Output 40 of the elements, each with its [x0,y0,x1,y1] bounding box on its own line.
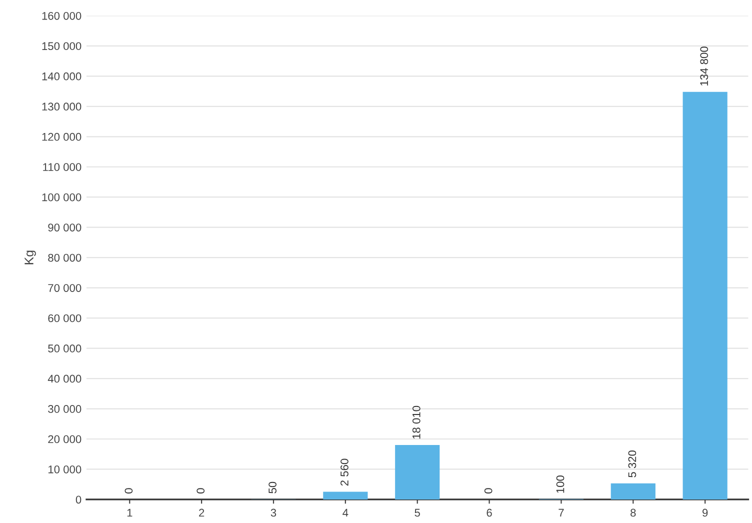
y-tick-label: 140 000 [42,72,82,80]
data-label: 100 [556,476,564,493]
data-label: 0 [196,488,205,494]
x-tick-label: 6 [486,508,492,517]
data-label: 0 [484,488,492,494]
x-tick-label: 2 [199,508,204,517]
y-tick-label: 160 000 [42,12,82,20]
x-tick-label: 8 [630,508,636,517]
y-tick-label: 110 000 [43,163,82,172]
y-tick-label: 40 000 [48,374,82,383]
data-label: 50 [268,482,276,494]
y-tick-label: 150 000 [42,42,82,50]
y-tick-label: 130 000 [42,102,82,111]
y-tick-label: 90 000 [48,224,82,232]
data-label: 0 [124,488,133,494]
y-tick-label: 120 000 [42,132,82,141]
y-tick-label: 70 000 [48,284,82,292]
y-tick-label: 20 000 [48,435,82,444]
y-tick-label: 30 000 [48,405,82,413]
y-axis-title: Kg [24,250,36,264]
x-tick-label: 9 [702,508,708,517]
bar [610,483,656,500]
y-tick-label: 80 000 [48,254,82,262]
data-label: 5 320 [628,450,636,478]
x-tick-label: 7 [558,508,564,517]
data-label: 2 560 [340,458,348,486]
x-tick-label: 3 [270,508,276,517]
bar [395,445,440,500]
y-tick-label: 0 [76,496,82,504]
y-tick-label: 100 000 [42,193,82,202]
data-label: 18 010 [412,406,420,439]
data-label: 134 800 [700,46,708,86]
x-tick-label: 4 [342,508,348,517]
x-tick-label: 1 [127,508,132,517]
y-tick-label: 10 000 [48,465,82,474]
bar [682,92,728,500]
y-tick-label: 60 000 [48,314,82,322]
x-tick-label: 5 [414,508,420,517]
bar [323,492,368,500]
y-tick-label: 50 000 [48,344,82,352]
